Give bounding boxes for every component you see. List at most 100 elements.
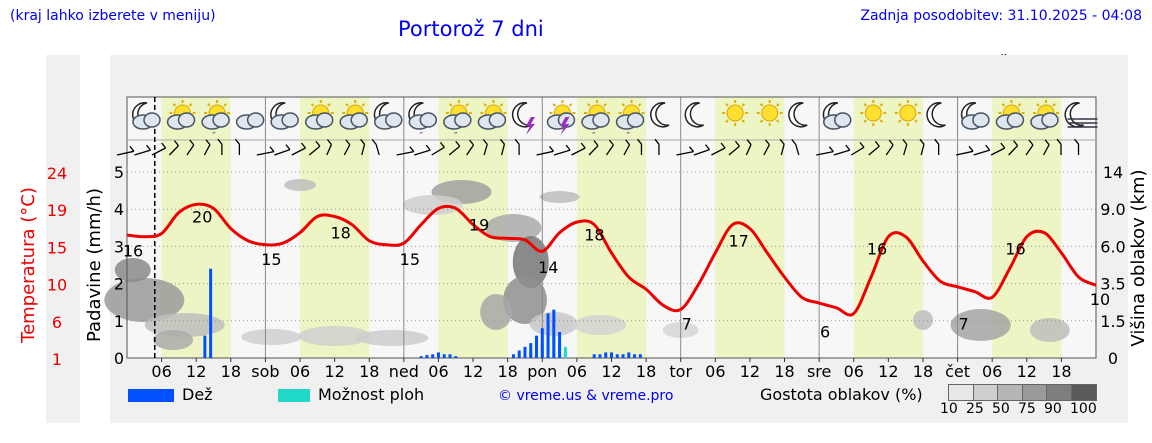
sun-icon xyxy=(860,100,887,126)
rain-legend-swatch xyxy=(128,389,174,402)
shower-bar xyxy=(563,346,567,358)
wind-barb xyxy=(605,144,614,156)
wind-barb xyxy=(763,144,770,156)
svg-text:″: ″ xyxy=(592,131,596,142)
sun-cloud-icon xyxy=(339,100,369,130)
sun-cloud-rain-icon: ″ xyxy=(201,100,231,142)
page-title: Portorož 7 dni xyxy=(398,17,544,41)
cloud-density-blob xyxy=(512,236,549,288)
cloud-density-blob xyxy=(153,330,194,350)
x-tick-label: 06 xyxy=(705,362,725,381)
wind-barb-feather xyxy=(1044,139,1050,146)
wind-barb-feather xyxy=(161,142,167,149)
wind-barb-feather xyxy=(779,138,785,145)
wind-barb xyxy=(990,147,1006,156)
wind-barb xyxy=(833,149,850,156)
x-tick-label: 18 xyxy=(497,362,517,381)
moon-icon xyxy=(650,102,670,128)
wind-barb-feather xyxy=(173,140,179,147)
rain-bar xyxy=(535,335,539,358)
cloud-height-tick-label: 14 xyxy=(1103,163,1123,182)
precipitation-tick-label: 0 xyxy=(114,349,124,368)
cloud-density-blob xyxy=(912,310,933,330)
wind-barb-feather xyxy=(315,140,321,147)
wind-barb-feather xyxy=(1056,138,1062,145)
rain-bar xyxy=(610,352,613,358)
wind-barb xyxy=(186,144,195,156)
temperature-line xyxy=(126,202,1097,317)
wind-barb-feather xyxy=(608,139,614,146)
sun-cloud-icon xyxy=(166,100,196,130)
wind-barb-feather xyxy=(499,138,505,145)
sun-icon xyxy=(722,100,749,126)
region-note-link[interactable]: (kraj lahko izberete v meniju) xyxy=(10,8,216,24)
wind-barb-feather xyxy=(205,139,211,146)
wind-barb-feather xyxy=(919,138,925,145)
moon-fog-icon xyxy=(1064,102,1098,128)
wind-barb-feather xyxy=(593,140,599,147)
moon-cloud-icon xyxy=(270,102,299,130)
temperature-label: 7 xyxy=(682,314,692,333)
wind-barb-feather xyxy=(146,144,152,151)
wind-barb xyxy=(553,149,571,156)
cloud-icon xyxy=(235,112,265,130)
wind-barb xyxy=(676,151,694,156)
wind-barb xyxy=(885,144,894,156)
wind-barb xyxy=(256,151,275,156)
rain-bar xyxy=(511,354,515,358)
temperature-tick-label: 10 xyxy=(47,276,67,295)
wind-barb xyxy=(728,145,740,156)
wind-barb xyxy=(291,147,306,156)
cloud-density-label: Gostota oblakov (%) xyxy=(760,385,923,404)
wind-barb-feather xyxy=(469,139,475,146)
rain-bar xyxy=(419,356,423,358)
sun-cloud-rain-icon: ″ xyxy=(615,100,645,142)
temperature-tick-label: 19 xyxy=(47,201,67,220)
rain-bar xyxy=(209,268,213,358)
temperature-axis-label: Temperatura (°C) xyxy=(18,187,39,344)
cloud-height-tick-label: 1.5 xyxy=(1100,312,1125,331)
temperature-label: 15 xyxy=(261,250,281,269)
temperature-label: 18 xyxy=(330,224,350,243)
credit-link[interactable]: © vreme.us & vreme.pro xyxy=(498,388,674,404)
precipitation-tick-label: 3 xyxy=(114,237,124,256)
sun-cloud-icon xyxy=(304,100,334,130)
x-tick-label: 18 xyxy=(359,362,379,381)
wind-barb-feather xyxy=(409,146,415,153)
wind-barb xyxy=(274,148,291,156)
cloud-density-step-label: 25 xyxy=(966,401,984,417)
wind-barb xyxy=(571,147,586,156)
wind-barb xyxy=(116,150,135,156)
sun-cloud-icon xyxy=(995,100,1025,130)
sun-icon xyxy=(756,100,783,126)
x-tick-label: pon xyxy=(527,362,557,381)
wind-barb xyxy=(850,146,865,156)
cloud-height-tick-label: 9.0 xyxy=(1100,200,1125,219)
cloud-density-swatch xyxy=(972,384,999,401)
temperature-label: 19 xyxy=(469,215,489,234)
wind-barb xyxy=(308,145,321,156)
temperature-tick-label: 1 xyxy=(52,350,62,369)
wind-barb xyxy=(396,151,414,156)
wind-barb xyxy=(203,144,211,156)
wind-barb-feather xyxy=(654,138,660,145)
svg-text:″: ″ xyxy=(627,131,631,142)
wind-barb-feather xyxy=(985,144,991,151)
wind-barb-feather xyxy=(217,138,223,145)
cloud-density-blob xyxy=(298,326,371,346)
wind-barb-feather xyxy=(371,138,377,145)
cloud-density-blob xyxy=(241,329,302,345)
wind-barb-feather xyxy=(269,146,275,153)
moon-storm-icon xyxy=(511,102,535,135)
wind-barb-feather xyxy=(902,138,908,145)
cloud-density-swatch xyxy=(1070,384,1097,401)
wind-barb-feather xyxy=(828,146,834,153)
cloud-density-blob xyxy=(539,191,580,203)
cloud-density-blob xyxy=(573,315,626,335)
wind-barbs xyxy=(116,138,1080,156)
cloud-density-step-label: 10 xyxy=(940,401,958,417)
temperature-label: 16 xyxy=(123,242,143,261)
cloud-density-blob xyxy=(402,195,463,215)
svg-text:″: ″ xyxy=(419,131,423,142)
